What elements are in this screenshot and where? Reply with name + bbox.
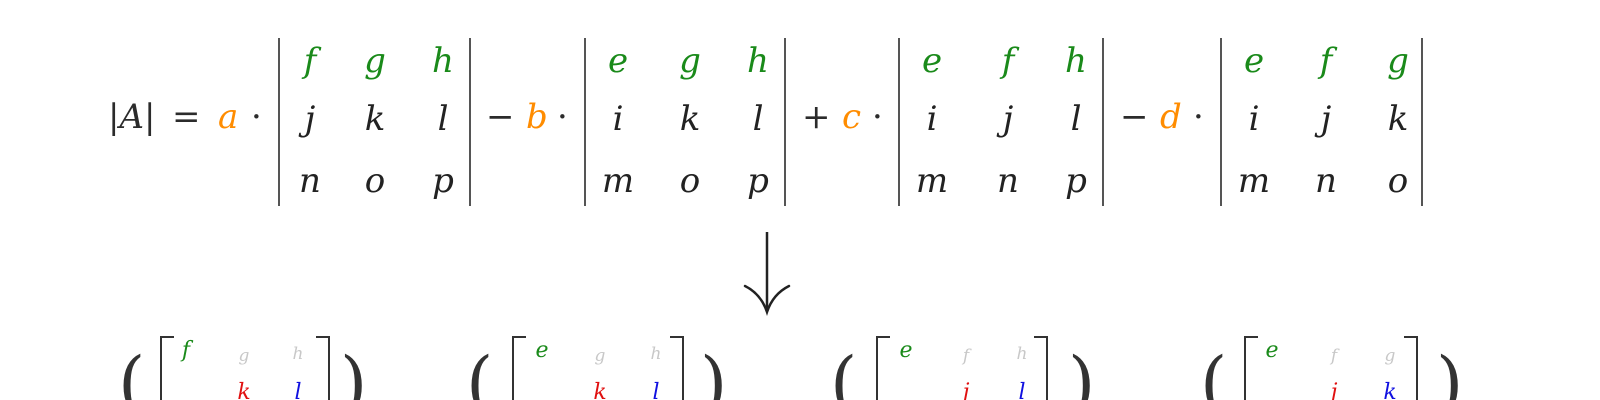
entry-p: p (1065, 161, 1087, 201)
entry-n: n (997, 161, 1019, 201)
minus-sign: − (1120, 97, 1149, 137)
entry-l-blue: l (652, 380, 660, 400)
entry-m: m (601, 161, 635, 201)
entry-l-blue: l (294, 380, 302, 400)
determinant-lhs: |A| (108, 97, 156, 137)
coefficient-b: b (526, 97, 548, 137)
determinant-right-bar (1102, 38, 1104, 206)
expanded-products-row: ( f g h k l ) ( e g h k l ) ( e f h j l … (0, 318, 1600, 400)
entry-g: g (679, 41, 701, 81)
entry-f: f (1001, 41, 1015, 81)
dot-operator: · (557, 97, 568, 137)
entry-h-faded: h (1016, 344, 1028, 364)
entry-o: o (364, 161, 386, 201)
entry-l: l (437, 99, 449, 139)
entry-m: m (1237, 161, 1271, 201)
matrix-right-bracket (670, 336, 684, 400)
matrix-right-bracket (316, 336, 330, 400)
open-paren: ( (830, 342, 858, 400)
dot-operator: · (1193, 97, 1204, 137)
entry-k-blue: k (1383, 380, 1397, 400)
matrix-left-bracket (512, 336, 526, 400)
entry-o: o (1387, 161, 1409, 201)
entry-i: i (612, 99, 624, 139)
entry-f: f (303, 41, 317, 81)
entry-m: m (915, 161, 949, 201)
entry-n: n (1315, 161, 1337, 201)
plus-sign: + (802, 97, 831, 137)
coefficient-c: c (842, 97, 862, 137)
entry-e: e (1265, 338, 1279, 363)
dot-operator: · (251, 97, 262, 137)
coefficient-a: a (218, 97, 239, 137)
entry-j: j (1002, 99, 1014, 139)
entry-n: n (299, 161, 321, 201)
entry-f-faded: f (962, 346, 970, 366)
entry-j-red: j (962, 380, 970, 400)
entry-j-red: j (1330, 380, 1338, 400)
entry-g-faded: g (594, 346, 606, 366)
entry-g: g (364, 41, 386, 81)
entry-h: h (1065, 41, 1087, 81)
determinant-right-bar (469, 38, 471, 206)
entry-j: j (304, 99, 316, 139)
entry-k-red: k (593, 380, 607, 400)
entry-h: h (747, 41, 769, 81)
determinant-left-bar (278, 38, 280, 206)
entry-k: k (679, 99, 701, 139)
entry-j: j (1320, 99, 1332, 139)
entry-g-faded: g (1384, 346, 1396, 366)
entry-h: h (432, 41, 454, 81)
entry-o: o (679, 161, 701, 201)
matrix-right-bracket (1404, 336, 1418, 400)
entry-l: l (752, 99, 764, 139)
entry-h-faded: h (650, 344, 662, 364)
entry-l: l (1070, 99, 1082, 139)
matrix-left-bracket (876, 336, 890, 400)
entry-e: e (1243, 41, 1265, 81)
entry-g: g (1387, 41, 1409, 81)
entry-g-faded: g (238, 346, 250, 366)
entry-k-red: k (237, 380, 251, 400)
entry-e: e (899, 338, 913, 363)
open-paren: ( (1200, 342, 1228, 400)
matrix-left-bracket (160, 336, 174, 400)
dot-operator: · (872, 97, 883, 137)
entry-p: p (747, 161, 769, 201)
minus-sign: − (486, 97, 515, 137)
entry-f: f (1319, 41, 1333, 81)
open-paren: ( (118, 342, 146, 400)
entry-k: k (1387, 99, 1409, 139)
determinant-right-bar (784, 38, 786, 206)
entry-k: k (364, 99, 386, 139)
open-paren: ( (466, 342, 494, 400)
coefficient-d: d (1160, 97, 1182, 137)
determinant-left-bar (1220, 38, 1222, 206)
determinant-left-bar (898, 38, 900, 206)
determinant-right-bar (1421, 38, 1423, 206)
matrix-left-bracket (1244, 336, 1258, 400)
entry-i: i (926, 99, 938, 139)
close-paren: ) (340, 342, 368, 400)
entry-e: e (921, 41, 943, 81)
entry-f-faded: f (1330, 346, 1338, 366)
entry-e: e (535, 338, 549, 363)
cofactor-expansion-equation: |A| = a · f g h j k l n o p − b · e g h … (108, 38, 1423, 206)
close-paren: ) (1068, 342, 1096, 400)
entry-p: p (432, 161, 454, 201)
close-paren: ) (700, 342, 728, 400)
equals-sign: = (172, 97, 201, 137)
matrix-right-bracket (1034, 336, 1048, 400)
determinant-left-bar (584, 38, 586, 206)
down-arrow-icon (743, 232, 791, 316)
entry-l-blue: l (1018, 380, 1026, 400)
entry-i: i (1248, 99, 1260, 139)
entry-f: f (181, 338, 191, 363)
close-paren: ) (1436, 342, 1464, 400)
entry-e: e (607, 41, 629, 81)
entry-h-faded: h (292, 344, 304, 364)
